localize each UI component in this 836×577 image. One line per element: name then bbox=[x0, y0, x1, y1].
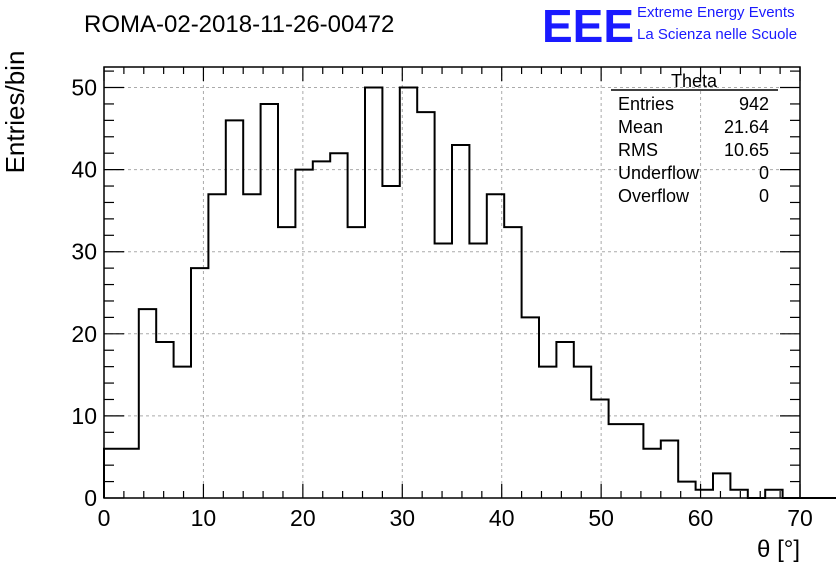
logo-line-2: La Scienza nelle Scuole bbox=[637, 26, 797, 43]
x-tick-label: 10 bbox=[191, 505, 217, 531]
x-tick-label: 70 bbox=[787, 505, 813, 531]
axis-ticks bbox=[103, 67, 801, 499]
stats-title: Theta bbox=[671, 71, 718, 91]
histogram-series bbox=[103, 86, 836, 499]
y-tick-label: 40 bbox=[71, 157, 97, 183]
x-tick-label: 0 bbox=[98, 505, 111, 531]
x-tick-label: 50 bbox=[588, 505, 614, 531]
x-tick-label: 40 bbox=[489, 505, 515, 531]
x-axis-label: θ [°] bbox=[757, 536, 800, 563]
logo-line-1: Extreme Energy Events bbox=[637, 4, 795, 21]
stats-row-label: Mean bbox=[618, 117, 663, 137]
y-tick-label: 30 bbox=[71, 239, 97, 265]
plot-frame bbox=[103, 66, 801, 499]
y-tick-label: 0 bbox=[84, 485, 97, 511]
stats-row-value: 0 bbox=[759, 163, 769, 183]
y-tick-label: 20 bbox=[71, 321, 97, 347]
eee-logo: EEE Extreme Energy Events La Scienza nel… bbox=[542, 0, 797, 52]
stats-row-label: Underflow bbox=[618, 163, 700, 183]
y-tick-label: 10 bbox=[71, 403, 97, 429]
stats-row-value: 0 bbox=[759, 186, 769, 206]
x-tick-label: 20 bbox=[290, 505, 316, 531]
stats-row-label: Entries bbox=[618, 94, 674, 114]
stats-row-value: 21.64 bbox=[724, 117, 769, 137]
y-axis-label: Entries/bin bbox=[0, 51, 30, 174]
stats-row-value: 942 bbox=[739, 94, 769, 114]
y-tick-label: 50 bbox=[71, 75, 97, 101]
stats-row-value: 10.65 bbox=[724, 140, 769, 160]
stats-row-label: RMS bbox=[618, 140, 658, 160]
x-tick-labels: 0 10 20 30 40 50 60 70 bbox=[98, 505, 813, 531]
run-title: ROMA-02-2018-11-26-00472 bbox=[84, 11, 394, 38]
eee-logo-text: EEE bbox=[542, 0, 634, 52]
stats-rows: Entries 942 Mean 21.64 RMS 10.65 Underflow 0 Ove… bbox=[618, 94, 769, 206]
y-tick-labels: 0 10 20 30 40 50 bbox=[71, 75, 97, 511]
x-tick-label: 60 bbox=[688, 505, 714, 531]
x-tick-label: 30 bbox=[389, 505, 415, 531]
stats-row-label: Overflow bbox=[618, 186, 690, 206]
stats-box: Theta Entries 942 Mean 21.64 RMS 10.65 Underfl… bbox=[611, 71, 778, 206]
